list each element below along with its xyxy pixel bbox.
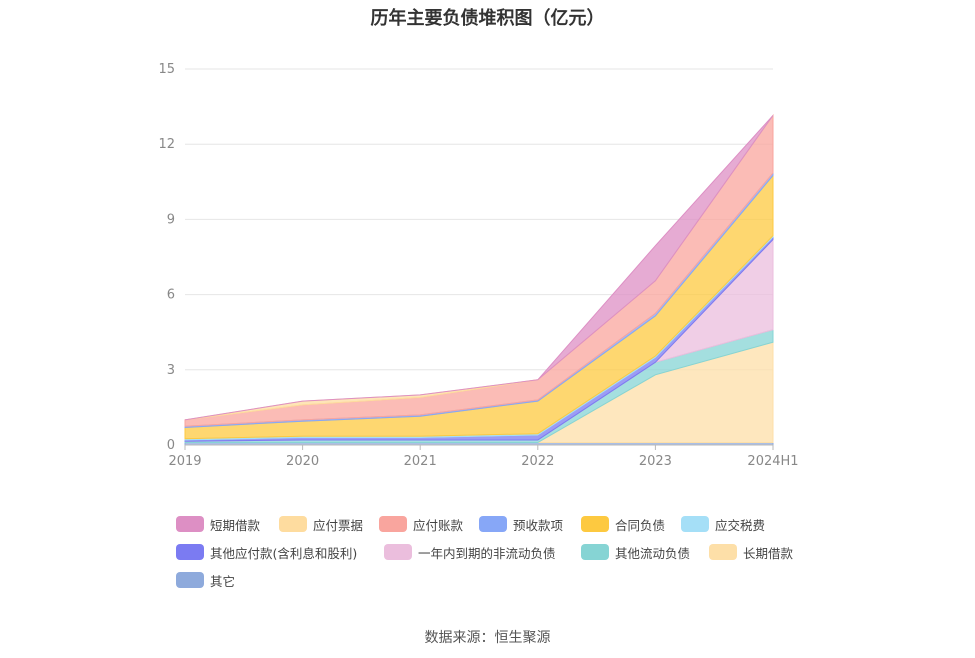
data-source: 数据来源：恒生聚源 — [424, 630, 551, 646]
y-tick-label: 15 — [158, 62, 175, 77]
legend-item[interactable]: 长期借款 — [709, 542, 793, 562]
legend-label: 预收款项 — [513, 517, 564, 533]
legend-label: 合同负债 — [615, 517, 666, 533]
x-tick-label: 2020 — [286, 454, 319, 469]
y-axis: 0 3 6 9 12 15 — [158, 62, 175, 453]
legend-item[interactable]: 应付票据 — [279, 514, 363, 534]
x-tick-label: 2019 — [168, 454, 201, 469]
legend-swatch — [709, 544, 737, 560]
legend-swatch — [279, 516, 307, 532]
legend-item[interactable]: 其他流动负债 — [581, 542, 690, 562]
legend-item[interactable]: 其它 — [176, 570, 235, 590]
x-tick-label: 2021 — [404, 454, 437, 469]
legend-label: 应付账款 — [413, 517, 464, 533]
legend-swatch — [581, 544, 609, 560]
legend-label: 一年内到期的非流动负债 — [418, 545, 556, 561]
legend-item[interactable]: 短期借款 — [176, 514, 260, 534]
legend-swatch — [681, 516, 709, 532]
legend-swatch — [176, 544, 204, 560]
legend-swatch — [176, 516, 204, 532]
legend-item[interactable]: 应交税费 — [681, 514, 765, 534]
legend-label: 其它 — [210, 573, 236, 589]
legend-item[interactable]: 预收款项 — [479, 514, 563, 534]
legend-label: 应交税费 — [715, 517, 766, 533]
chart-title: 历年主要负债堆积图（亿元） — [370, 8, 605, 29]
y-tick-label: 0 — [167, 438, 175, 453]
legend-label: 长期借款 — [743, 545, 794, 561]
legend-swatch — [379, 516, 407, 532]
legend-swatch — [479, 516, 507, 532]
legend-item[interactable]: 应付账款 — [379, 514, 463, 534]
legend-item[interactable]: 合同负债 — [581, 514, 665, 534]
legend-swatch — [176, 572, 204, 588]
legend-label: 短期借款 — [210, 517, 261, 533]
legend-swatch — [581, 516, 609, 532]
legend-item[interactable]: 一年内到期的非流动负债 — [384, 542, 556, 562]
area-series — [184, 113, 774, 446]
x-tick-label: 2023 — [639, 454, 672, 469]
legend-label: 其他流动负债 — [615, 545, 691, 561]
area-series-短期借款 — [184, 115, 774, 421]
x-tick-label: 2024H1 — [747, 454, 798, 469]
legend-item[interactable]: 其他应付款(含利息和股利) — [176, 542, 357, 562]
y-tick-label: 3 — [167, 363, 175, 378]
legend-label: 应付票据 — [313, 517, 364, 533]
legend-swatch — [384, 544, 412, 560]
x-tick-label: 2022 — [521, 454, 554, 469]
y-tick-label: 9 — [167, 212, 175, 227]
x-axis: 2019 2020 2021 2022 2023 2024H1 — [168, 444, 799, 469]
legend-label: 其他应付款(含利息和股利) — [210, 545, 358, 561]
y-tick-label: 12 — [158, 137, 175, 152]
y-tick-label: 6 — [167, 288, 175, 303]
